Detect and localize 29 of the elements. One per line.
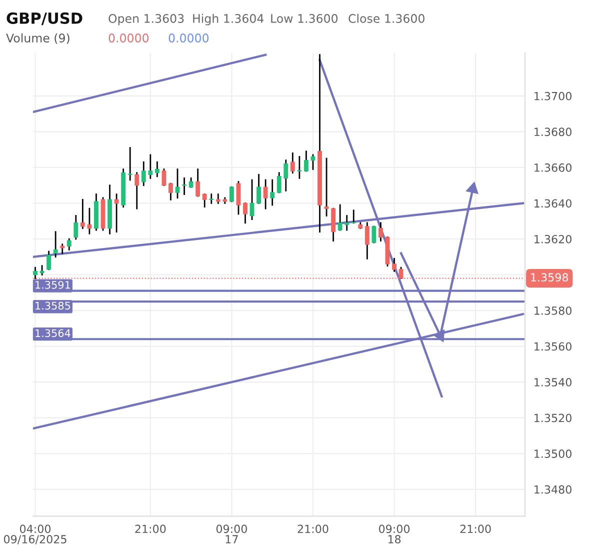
y-tick-label: 1.3700 xyxy=(534,92,572,100)
ref-line-label: 1.3564 xyxy=(36,329,70,338)
ref-line-label: 1.3591 xyxy=(36,280,70,289)
y-tick-label: 1.3540 xyxy=(534,378,572,386)
text: 0.0000 xyxy=(108,34,149,42)
y-tick-label: 1.3680 xyxy=(534,128,572,136)
y-tick-label: 1.3520 xyxy=(534,414,572,422)
y-tick-label: 1.3640 xyxy=(534,199,572,208)
text: Volume (9) xyxy=(6,33,70,44)
text: Low 1.3600 xyxy=(271,14,338,23)
text: Close 1.3600 xyxy=(348,14,424,23)
y-tick-label: 1.3660 xyxy=(534,163,572,172)
text: High 1.3604 xyxy=(193,14,264,26)
y-tick-label: 1.3580 xyxy=(534,306,572,315)
y-tick-label: 1.3620 xyxy=(534,234,572,244)
text: Open 1.3603 xyxy=(108,14,184,26)
chart-title: GBP/USD xyxy=(6,12,82,26)
ref-line-label: 1.3598 xyxy=(531,273,568,282)
y-tick-label: 1.3560 xyxy=(534,342,572,351)
x-tick-label: 04:00 09/16/2025 xyxy=(4,524,66,544)
x-tick-label: 21:00 xyxy=(460,524,491,534)
x-tick-label: 09:00 17 xyxy=(216,524,247,544)
y-tick-label: 1.3480 xyxy=(534,485,572,494)
y-tick-label: 1.3500 xyxy=(534,450,572,458)
x-tick-label: 21:00 xyxy=(135,524,166,534)
text: 0.0000 xyxy=(168,34,209,42)
ref-line-label: 1.3585 xyxy=(36,302,70,310)
x-tick-label: 21:00 xyxy=(298,524,328,534)
x-tick-label: 09:00 18 xyxy=(378,524,410,544)
